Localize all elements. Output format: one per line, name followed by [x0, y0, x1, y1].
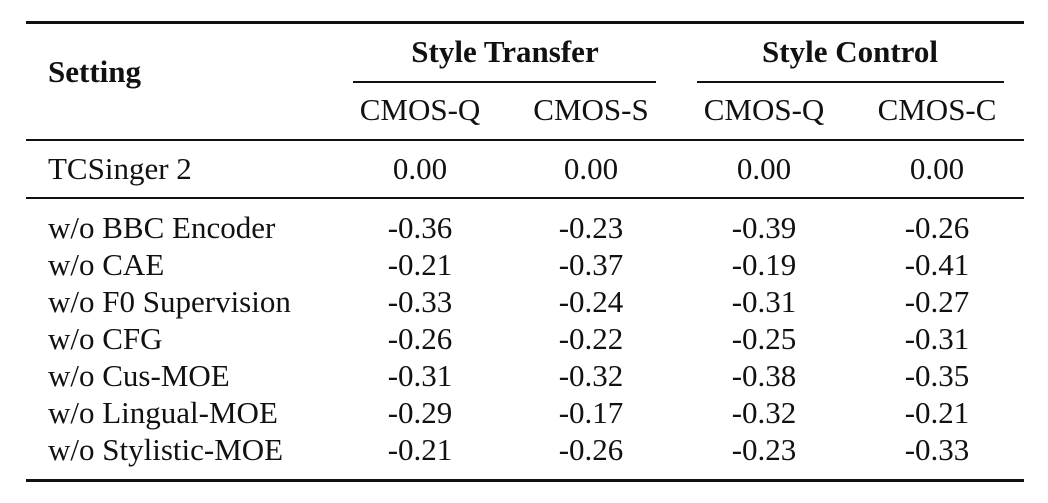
ablation-value: -0.26 [904, 210, 970, 245]
ablation-value: -0.26 [387, 321, 453, 356]
ablation-setting: w/o BBC Encoder [48, 210, 276, 245]
ablation-value: -0.31 [731, 284, 797, 319]
ablation-setting: w/o CAE [48, 247, 165, 282]
ablation-value: -0.26 [558, 432, 624, 467]
header-rule [26, 139, 1024, 141]
ablation-setting: w/o Stylistic-MOE [48, 432, 284, 467]
ablation-setting: w/o CFG [48, 321, 163, 356]
ablation-value: -0.21 [387, 247, 453, 282]
column-header: CMOS-S [533, 92, 649, 127]
group-header-style-control: Style Control [762, 34, 938, 69]
group-header-style-transfer: Style Transfer [411, 34, 599, 69]
ablation-value: -0.21 [904, 395, 970, 430]
ablation-value: -0.32 [731, 395, 797, 430]
ablation-value: -0.23 [558, 210, 624, 245]
ablation-value: -0.33 [904, 432, 970, 467]
ablation-value: -0.17 [558, 395, 624, 430]
ablation-value: -0.22 [558, 321, 624, 356]
ablation-setting: w/o F0 Supervision [48, 284, 291, 319]
column-header: CMOS-Q [703, 92, 825, 127]
style-control-underline [697, 81, 1004, 83]
column-header: CMOS-C [877, 92, 997, 127]
column-header: CMOS-Q [359, 92, 481, 127]
ablation-value: -0.31 [387, 358, 453, 393]
ablation-setting: w/o Cus-MOE [48, 358, 230, 393]
ablation-value: -0.23 [731, 432, 797, 467]
baseline-setting: TCSinger 2 [48, 151, 192, 186]
top-rule [26, 21, 1024, 24]
ablation-value: -0.24 [558, 284, 624, 319]
baseline-rule [26, 197, 1024, 199]
baseline-value: 0.00 [736, 151, 792, 186]
ablation-value: -0.37 [558, 247, 624, 282]
ablation-value: -0.31 [904, 321, 970, 356]
baseline-value: 0.00 [909, 151, 965, 186]
setting-header: Setting [48, 54, 141, 89]
ablation-value: -0.36 [387, 210, 453, 245]
ablation-value: -0.33 [387, 284, 453, 319]
bottom-rule [26, 479, 1024, 482]
ablation-value: -0.25 [731, 321, 797, 356]
baseline-value: 0.00 [563, 151, 619, 186]
baseline-value: 0.00 [392, 151, 448, 186]
ablation-setting: w/o Lingual-MOE [48, 395, 278, 430]
ablation-value: -0.41 [904, 247, 970, 282]
ablation-value: -0.39 [731, 210, 797, 245]
ablation-value: -0.32 [558, 358, 624, 393]
ablation-value: -0.29 [387, 395, 453, 430]
style-transfer-underline [353, 81, 656, 83]
ablation-value: -0.38 [731, 358, 797, 393]
ablation-value: -0.19 [731, 247, 797, 282]
ablation-value: -0.35 [904, 358, 970, 393]
ablation-value: -0.21 [387, 432, 453, 467]
ablation-value: -0.27 [904, 284, 970, 319]
